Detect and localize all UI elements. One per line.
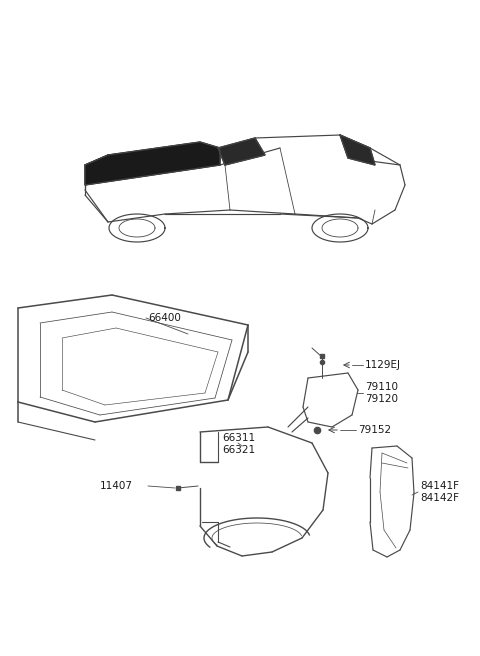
- Text: 1129EJ: 1129EJ: [365, 360, 401, 370]
- Text: 79110: 79110: [365, 382, 398, 392]
- Text: 79120: 79120: [365, 394, 398, 404]
- Text: 66311: 66311: [222, 433, 255, 443]
- Text: 66321: 66321: [222, 445, 255, 455]
- Polygon shape: [218, 138, 265, 165]
- Text: 66400: 66400: [148, 313, 181, 323]
- Text: 11407: 11407: [100, 481, 133, 491]
- Polygon shape: [340, 135, 375, 165]
- Text: 79152: 79152: [358, 425, 391, 435]
- Text: 84142F: 84142F: [420, 493, 459, 503]
- Polygon shape: [85, 142, 220, 185]
- Text: 84141F: 84141F: [420, 481, 459, 491]
